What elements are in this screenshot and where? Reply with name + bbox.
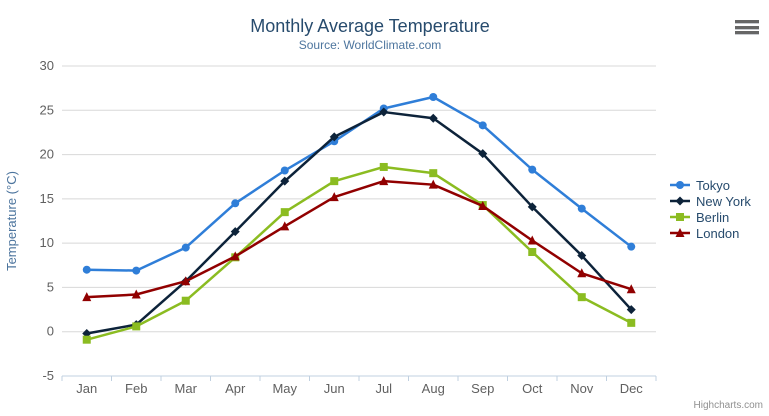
series-new-york[interactable]	[82, 107, 636, 338]
x-axis-label: Jul	[375, 381, 392, 396]
hamburger-icon	[735, 25, 759, 30]
triangle-series-marker-icon	[670, 228, 690, 237]
y-axis-label: 30	[40, 58, 54, 73]
circle-series-marker-icon	[670, 181, 690, 189]
series-tokyo[interactable]	[82, 93, 636, 275]
legend-label: New York	[696, 193, 751, 209]
export-menu-button[interactable]	[735, 20, 759, 37]
x-axis-label: Mar	[175, 381, 198, 396]
x-axis-label: Jun	[324, 381, 345, 396]
y-axis-label: 20	[40, 147, 54, 162]
legend-label: London	[696, 225, 740, 241]
y-axis-label: 25	[40, 102, 54, 117]
legend-item-berlin[interactable]: Berlin	[669, 209, 751, 225]
y-axis-title: Temperature (°C)	[4, 171, 19, 271]
credits-link[interactable]: Highcharts.com	[693, 400, 763, 411]
x-axis-label: Oct	[522, 381, 543, 396]
y-axis-label: 10	[40, 235, 54, 250]
x-axis-label: Nov	[570, 381, 594, 396]
hamburger-icon	[735, 20, 759, 25]
y-axis-label: -5	[42, 368, 54, 383]
hamburger-icon	[735, 31, 759, 36]
x-axis-label: Dec	[620, 381, 644, 396]
chart-title: Monthly Average Temperature	[250, 16, 490, 36]
x-axis-label: Sep	[471, 381, 494, 396]
chart-subtitle: Source: WorldClimate.com	[298, 38, 442, 52]
diamond-series-marker-icon	[670, 196, 690, 206]
square-series-marker-icon	[670, 213, 690, 221]
x-axis-label: Aug	[422, 381, 445, 396]
y-axis-label: 15	[40, 191, 54, 206]
legend-label: Berlin	[696, 209, 730, 225]
x-axis-label: Feb	[125, 381, 147, 396]
legend: Tokyo New York Berlin London	[669, 177, 751, 241]
legend-label: Tokyo	[696, 177, 730, 193]
series-london[interactable]	[82, 176, 636, 302]
legend-item-new-york[interactable]: New York	[669, 193, 751, 209]
x-axis-label: Apr	[225, 381, 246, 396]
y-axis-label: 5	[47, 279, 54, 294]
legend-item-london[interactable]: London	[669, 225, 751, 241]
x-axis-label: May	[272, 381, 297, 396]
legend-item-tokyo[interactable]: Tokyo	[669, 177, 751, 193]
y-axis-label: 0	[47, 324, 54, 339]
x-axis-label: Jan	[76, 381, 97, 396]
